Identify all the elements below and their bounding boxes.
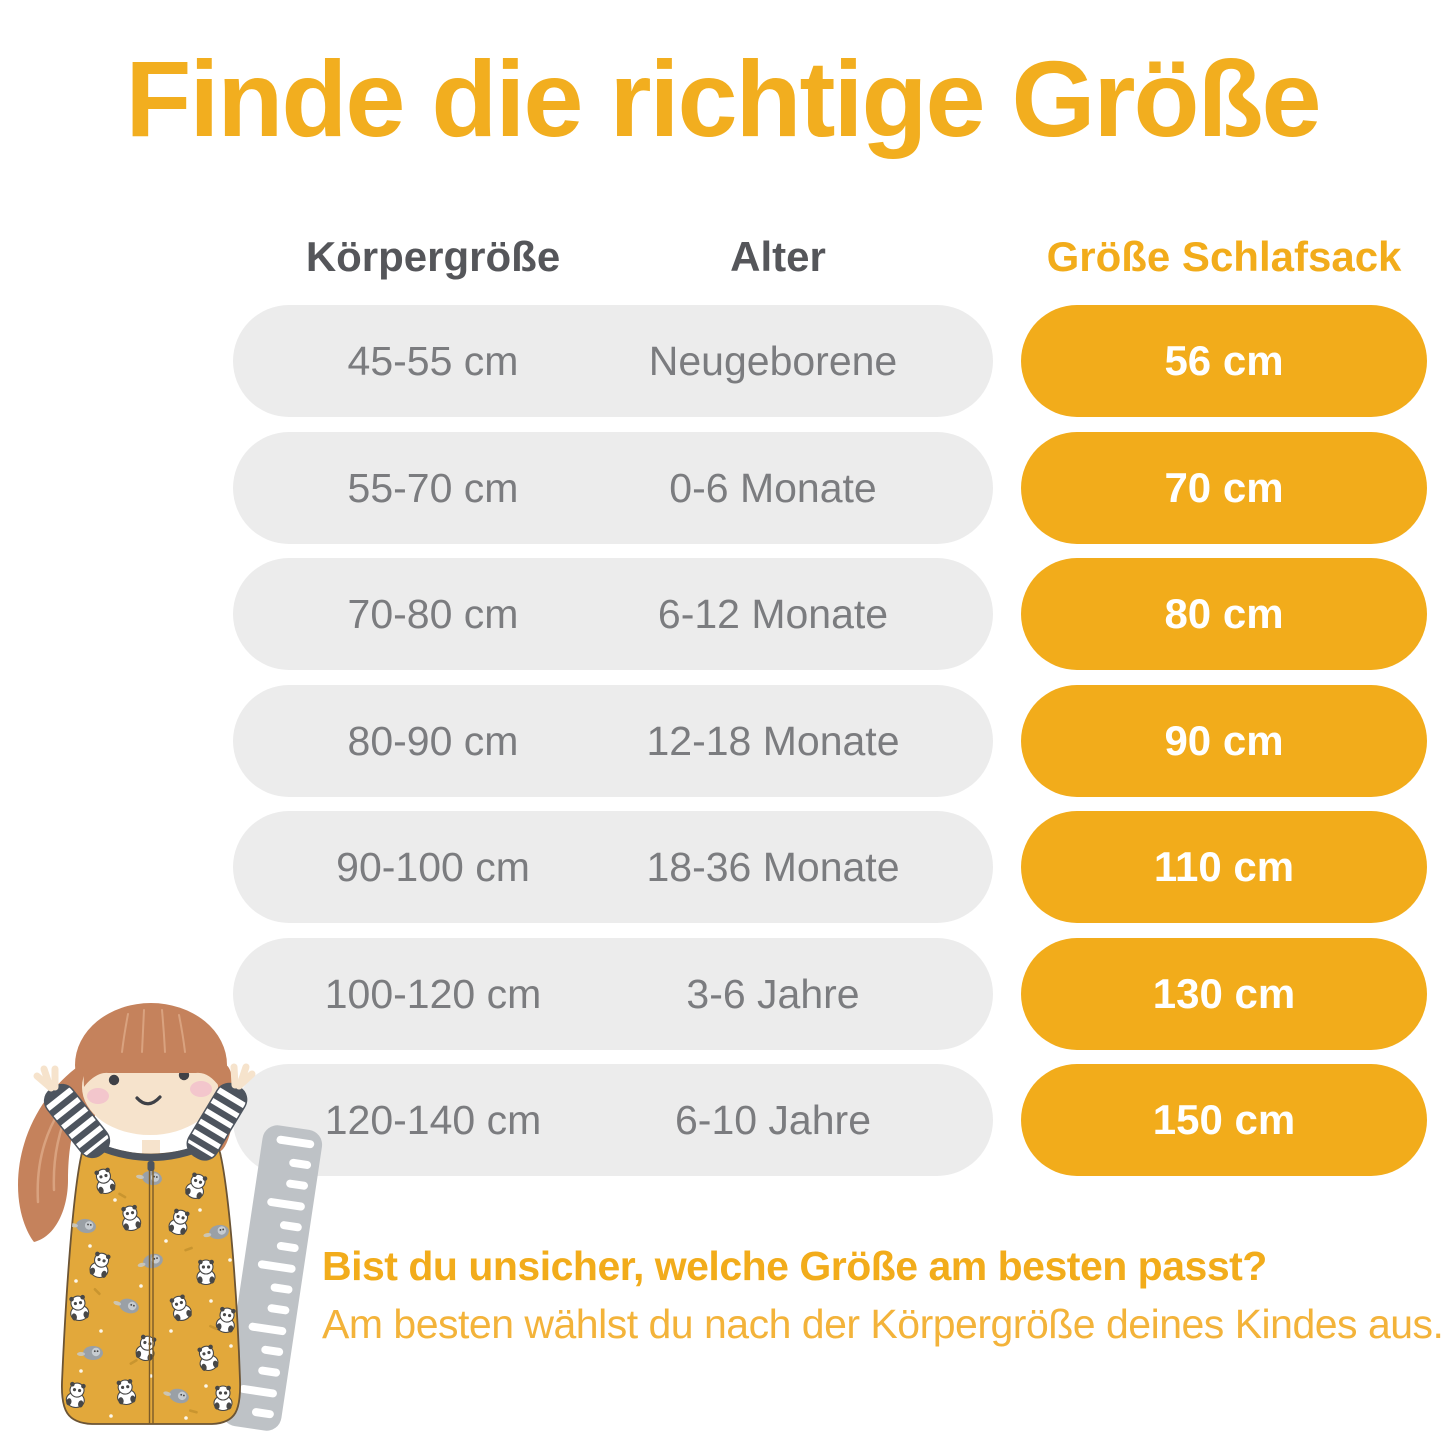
alter-value: 6-10 Jahre bbox=[674, 1097, 871, 1143]
left-cheek bbox=[87, 1088, 109, 1104]
measurement-pill: 45-55 cm Neugeborene bbox=[233, 305, 993, 417]
koerpergroesse-value: 55-70 cm bbox=[347, 465, 519, 511]
measurement-pill: 120-140 cm 6-10 Jahre bbox=[233, 1064, 993, 1176]
koerpergroesse-value: 120-140 cm bbox=[324, 1097, 542, 1143]
koerpergroesse-value: 45-55 cm bbox=[347, 338, 519, 384]
alter-value: 12-18 Monate bbox=[646, 718, 900, 764]
smile bbox=[135, 1095, 162, 1106]
schlafsack-size-pill: 56 cm bbox=[1021, 305, 1427, 417]
table-row: 100-120 cm 3-6 Jahre 130 cm bbox=[0, 938, 1445, 1050]
ruler bbox=[221, 1125, 323, 1431]
right-cheek bbox=[190, 1081, 212, 1097]
alter-value: 6-12 Monate bbox=[657, 591, 889, 637]
bangs bbox=[83, 1005, 220, 1087]
schlafsack-size-pill: 90 cm bbox=[1021, 685, 1427, 797]
measurement-pill: 70-80 cm 6-12 Monate bbox=[233, 558, 993, 670]
koerpergroesse-value: 90-100 cm bbox=[336, 844, 530, 890]
table-row: 45-55 cm Neugeborene 56 cm bbox=[0, 305, 1445, 417]
column-header-schlafsack: Größe Schlafsack bbox=[1046, 233, 1402, 280]
sleeping-bag bbox=[61, 1140, 241, 1425]
page-title: Finde die richtige Größe bbox=[125, 38, 1321, 159]
alter-value: 3-6 Jahre bbox=[686, 971, 860, 1017]
table-row: 80-90 cm 12-18 Monate 90 cm bbox=[0, 685, 1445, 797]
schlafsack-size-pill: 150 cm bbox=[1021, 1064, 1427, 1176]
koerpergroesse-value: 80-90 cm bbox=[347, 718, 519, 764]
left-hand bbox=[33, 1065, 59, 1092]
measurement-pill: 55-70 cm 0-6 Monate bbox=[233, 432, 993, 544]
footer-question: Bist du unsicher, welche Größe am besten… bbox=[322, 1243, 1267, 1289]
table-row: 120-140 cm 6-10 Jahre 150 cm bbox=[0, 1064, 1445, 1176]
koerpergroesse-value: 100-120 cm bbox=[324, 971, 542, 1017]
alter-value: Neugeborene bbox=[648, 338, 898, 384]
column-header-koerpergroesse: Körpergröße bbox=[305, 233, 561, 280]
table-row: 90-100 cm 18-36 Monate 110 cm bbox=[0, 811, 1445, 923]
koerpergroesse-value: 70-80 cm bbox=[347, 591, 519, 637]
measurement-pill: 80-90 cm 12-18 Monate bbox=[233, 685, 993, 797]
measurement-pill: 100-120 cm 3-6 Jahre bbox=[233, 938, 993, 1050]
table-row: 55-70 cm 0-6 Monate 70 cm bbox=[0, 432, 1445, 544]
right-hand bbox=[230, 1063, 256, 1090]
schlafsack-size-pill: 80 cm bbox=[1021, 558, 1427, 670]
schlafsack-size-pill: 130 cm bbox=[1021, 938, 1427, 1050]
left-eye bbox=[108, 1074, 120, 1086]
table-row: 70-80 cm 6-12 Monate 80 cm bbox=[0, 558, 1445, 670]
footer-answer: Am besten wählst du nach der Körpergröße… bbox=[322, 1301, 1444, 1347]
measurement-pill: 90-100 cm 18-36 Monate bbox=[233, 811, 993, 923]
alter-value: 0-6 Monate bbox=[669, 465, 877, 511]
column-header-alter: Alter bbox=[730, 233, 826, 280]
zipper-pull bbox=[147, 1161, 155, 1171]
schlafsack-size-pill: 110 cm bbox=[1021, 811, 1427, 923]
schlafsack-size-pill: 70 cm bbox=[1021, 432, 1427, 544]
alter-value: 18-36 Monate bbox=[646, 844, 900, 890]
girl-sleeping-bag-ruler-illustration bbox=[18, 1003, 323, 1431]
